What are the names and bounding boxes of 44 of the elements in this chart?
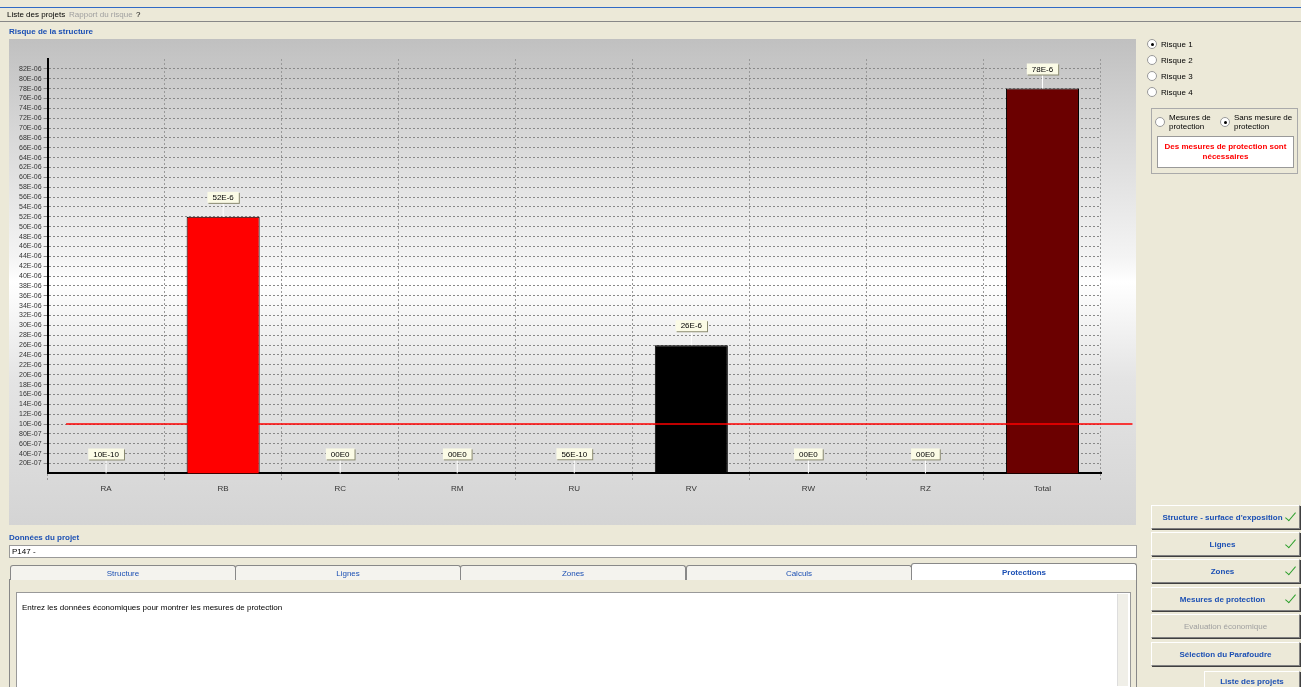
data-label: 78E-6 — [1031, 64, 1054, 74]
text: Données du projet — [9, 533, 80, 542]
text: Sélection du Parafoudre — [1179, 649, 1272, 659]
text: Rapport du risque — [69, 10, 133, 19]
text: ? — [136, 10, 141, 19]
text: Zones — [1210, 566, 1235, 576]
data-label: 52E-6 — [212, 193, 235, 203]
text: Des mesures de protection sont nécessaires — [1157, 136, 1294, 168]
text: Liste des projets — [7, 10, 66, 19]
x-tick-label: RB — [217, 484, 229, 494]
text: P147 - — [9, 545, 1137, 558]
x-tick-label: RW — [801, 484, 816, 494]
x-tick-label: RA — [100, 484, 113, 494]
data-label: 00E0 — [447, 449, 468, 459]
text: Lignes — [235, 565, 461, 580]
x-tick-label: RM — [451, 484, 464, 494]
text: Entrez les données économiques pour montrer les mesures de protection — [22, 603, 283, 612]
data-label: 56E-10 — [561, 449, 588, 459]
text: Protections — [911, 563, 1137, 580]
text: Mesures de protection — [1179, 594, 1266, 604]
text: Zones — [460, 565, 686, 580]
text: Risque 1 — [1161, 39, 1193, 49]
data-label: 26E-6 — [680, 321, 703, 331]
data-label: 10E-10 — [93, 449, 120, 459]
chart-title: Risque de la structure — [9, 27, 94, 36]
text: Mesures de protection — [1169, 113, 1212, 131]
x-tick-label: RU — [568, 484, 581, 494]
text: Calculs — [686, 565, 912, 580]
text: Lignes — [1209, 539, 1236, 549]
text: Risque 4 — [1161, 87, 1193, 97]
text: Risque 2 — [1161, 55, 1193, 65]
data-label: 00E0 — [330, 449, 351, 459]
x-tick-label: Total — [1034, 484, 1052, 494]
text: Structure - surface d'exposition — [1162, 512, 1283, 522]
text: Structure — [10, 565, 236, 580]
data-label: 00E0 — [799, 449, 819, 459]
text: Sans mesure de protection — [1234, 113, 1294, 131]
x-tick-label: RC — [334, 484, 347, 494]
text: Liste des projets — [1220, 676, 1284, 686]
text: Evaluation économique — [1183, 621, 1268, 631]
data-label: 00E0 — [916, 449, 936, 459]
text: Risque 3 — [1161, 71, 1193, 81]
x-tick-label: RZ — [920, 484, 931, 494]
x-tick-label: RV — [685, 484, 698, 494]
